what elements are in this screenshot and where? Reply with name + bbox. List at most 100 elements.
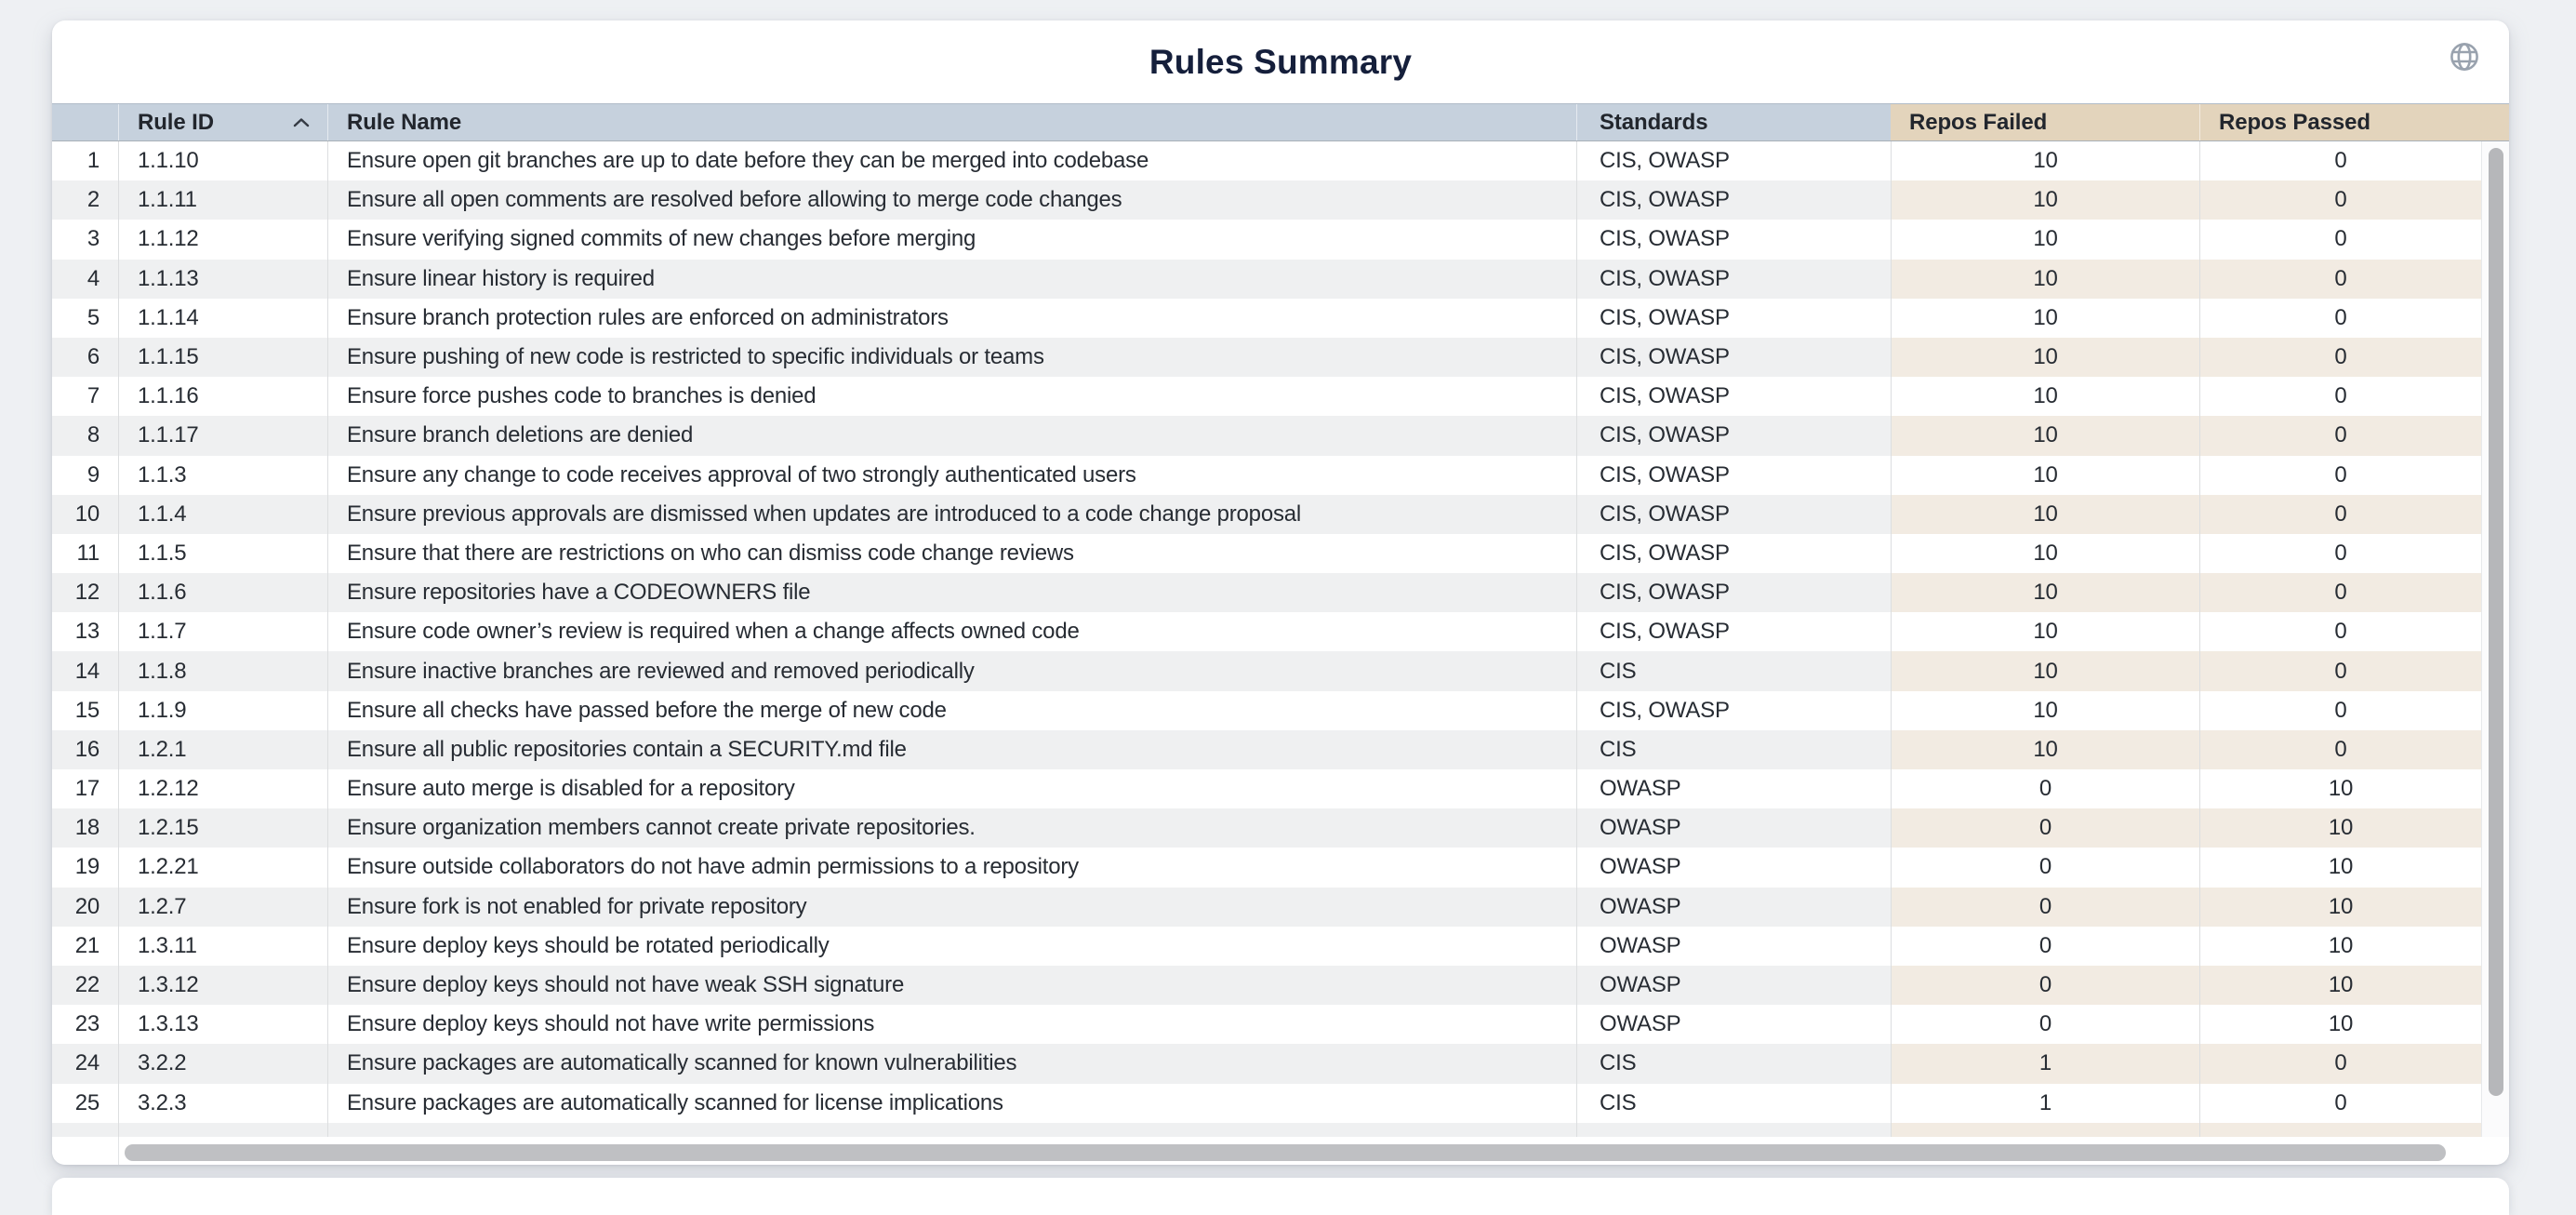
row-index-cell: 5 — [52, 298, 118, 338]
repos-passed-cell: 0 — [2199, 220, 2481, 260]
standards-cell: CIS, OWASP — [1576, 298, 1891, 338]
table-row[interactable]: 7 1.1.16 Ensure force pushes code to bra… — [52, 377, 2509, 417]
table-row[interactable]: 24 3.2.2 Ensure packages are automatical… — [52, 1044, 2509, 1084]
table-header-cell-repos-failed[interactable]: Repos Failed — [1891, 104, 2199, 140]
table-row[interactable]: 3 1.1.12 Ensure verifying signed commits… — [52, 220, 2509, 260]
table-row[interactable]: 12 1.1.6 Ensure repositories have a CODE… — [52, 573, 2509, 613]
vertical-scrollbar-thumb[interactable] — [2489, 148, 2503, 1096]
row-index-cell: 6 — [52, 337, 118, 378]
repos-failed-cell: 0 — [1891, 887, 2199, 927]
rule-id-cell: 1.1.11 — [118, 180, 327, 220]
rule-id-cell: 1.3.11 — [118, 926, 327, 966]
row-index-cell: 2 — [52, 180, 118, 220]
standards-cell: CIS — [1576, 651, 1891, 691]
rule-name-cell: Ensure packages are automatically scanne… — [327, 1083, 1576, 1123]
table-header-cell-rule-name[interactable]: Rule Name — [327, 104, 1576, 140]
rule-id-cell: 3.2.3 — [118, 1083, 327, 1123]
row-index-cell: 17 — [52, 769, 118, 809]
table-row[interactable]: 4 1.1.13 Ensure linear history is requir… — [52, 259, 2509, 299]
table-header-cell-rule-id[interactable]: Rule ID — [118, 104, 327, 140]
rule-name-cell: Ensure deploy keys should be rotated per… — [327, 926, 1576, 966]
table-row[interactable]: 17 1.2.12 Ensure auto merge is disabled … — [52, 769, 2509, 809]
rule-id-cell: 1.2.7 — [118, 887, 327, 927]
standards-cell: OWASP — [1576, 887, 1891, 927]
table-row-partial[interactable] — [52, 1122, 2509, 1137]
table-row[interactable]: 5 1.1.14 Ensure branch protection rules … — [52, 298, 2509, 338]
repos-failed-cell: 10 — [1891, 141, 2199, 181]
table-row[interactable]: 18 1.2.15 Ensure organization members ca… — [52, 808, 2509, 848]
row-index-cell: 18 — [52, 808, 118, 848]
row-index-cell: 25 — [52, 1083, 118, 1123]
table-header-cell-index — [52, 104, 118, 140]
repos-passed-cell: 0 — [2199, 298, 2481, 338]
rule-name-cell: Ensure outside collaborators do not have… — [327, 848, 1576, 888]
rule-name-cell: Ensure any change to code receives appro… — [327, 455, 1576, 495]
repos-passed-cell: 10 — [2199, 769, 2481, 809]
rule-name-cell — [327, 1122, 1576, 1137]
rule-name-cell: Ensure all open comments are resolved be… — [327, 180, 1576, 220]
standards-cell: CIS — [1576, 1083, 1891, 1123]
standards-cell: CIS, OWASP — [1576, 533, 1891, 574]
standards-cell: CIS, OWASP — [1576, 180, 1891, 220]
repos-passed-cell: 0 — [2199, 612, 2481, 652]
rule-name-cell: Ensure fork is not enabled for private r… — [327, 887, 1576, 927]
rule-name-cell: Ensure verifying signed commits of new c… — [327, 220, 1576, 260]
row-index-cell: 19 — [52, 848, 118, 888]
rule-name-cell: Ensure open git branches are up to date … — [327, 141, 1576, 181]
repos-failed-cell: 0 — [1891, 1005, 2199, 1045]
rule-id-cell: 1.2.12 — [118, 769, 327, 809]
repos-failed-cell: 10 — [1891, 651, 2199, 691]
rule-id-cell: 1.1.8 — [118, 651, 327, 691]
standards-cell: CIS — [1576, 1044, 1891, 1084]
table-row[interactable]: 8 1.1.17 Ensure branch deletions are den… — [52, 416, 2509, 456]
table-header-cell-repos-passed[interactable]: Repos Passed — [2199, 104, 2509, 140]
standards-cell: CIS, OWASP — [1576, 220, 1891, 260]
table-row[interactable]: 16 1.2.1 Ensure all public repositories … — [52, 729, 2509, 769]
rule-name-cell: Ensure inactive branches are reviewed an… — [327, 651, 1576, 691]
table-row[interactable]: 13 1.1.7 Ensure code owner’s review is r… — [52, 612, 2509, 652]
rule-id-cell: 3.2.2 — [118, 1044, 327, 1084]
rule-name-cell: Ensure deploy keys should not have write… — [327, 1005, 1576, 1045]
repos-passed-cell: 0 — [2199, 573, 2481, 613]
repos-passed-cell: 0 — [2199, 690, 2481, 730]
table-row[interactable]: 19 1.2.21 Ensure outside collaborators d… — [52, 848, 2509, 888]
repos-failed-cell: 10 — [1891, 573, 2199, 613]
table-header-cell-standards[interactable]: Standards — [1576, 104, 1891, 140]
repos-failed-cell: 10 — [1891, 612, 2199, 652]
repos-failed-cell: 10 — [1891, 729, 2199, 769]
table-row[interactable]: 1 1.1.10 Ensure open git branches are up… — [52, 141, 2509, 181]
table-row[interactable]: 14 1.1.8 Ensure inactive branches are re… — [52, 651, 2509, 691]
table-row[interactable]: 9 1.1.3 Ensure any change to code receiv… — [52, 455, 2509, 495]
table-row[interactable]: 6 1.1.15 Ensure pushing of new code is r… — [52, 337, 2509, 378]
row-index-cell: 15 — [52, 690, 118, 730]
rule-id-cell: 1.1.10 — [118, 141, 327, 181]
rule-id-cell: 1.2.15 — [118, 808, 327, 848]
rule-id-cell: 1.1.15 — [118, 337, 327, 378]
standards-cell: OWASP — [1576, 965, 1891, 1006]
repos-failed-cell: 10 — [1891, 377, 2199, 417]
table-row[interactable]: 11 1.1.5 Ensure that there are restricti… — [52, 533, 2509, 574]
repos-passed-cell: 10 — [2199, 887, 2481, 927]
repos-failed-cell: 10 — [1891, 220, 2199, 260]
rule-id-cell: 1.1.7 — [118, 612, 327, 652]
table-row[interactable]: 25 3.2.3 Ensure packages are automatical… — [52, 1083, 2509, 1123]
table-row[interactable]: 2 1.1.11 Ensure all open comments are re… — [52, 180, 2509, 220]
table-row[interactable]: 22 1.3.12 Ensure deploy keys should not … — [52, 965, 2509, 1006]
table-body: 1 1.1.10 Ensure open git branches are up… — [52, 141, 2509, 1137]
globe-button[interactable] — [2449, 42, 2480, 73]
table-row[interactable]: 23 1.3.13 Ensure deploy keys should not … — [52, 1005, 2509, 1045]
rule-name-cell: Ensure auto merge is disabled for a repo… — [327, 769, 1576, 809]
table-row[interactable]: 20 1.2.7 Ensure fork is not enabled for … — [52, 887, 2509, 927]
horizontal-scrollbar-thumb[interactable] — [125, 1143, 2446, 1161]
table-row[interactable]: 21 1.3.11 Ensure deploy keys should be r… — [52, 926, 2509, 966]
rule-id-cell: 1.1.12 — [118, 220, 327, 260]
table-row[interactable]: 10 1.1.4 Ensure previous approvals are d… — [52, 494, 2509, 534]
table-row[interactable]: 15 1.1.9 Ensure all checks have passed b… — [52, 690, 2509, 730]
row-index-cell: 16 — [52, 729, 118, 769]
standards-cell — [1576, 1122, 1891, 1137]
repos-failed-cell: 1 — [1891, 1083, 2199, 1123]
rule-name-cell: Ensure deploy keys should not have weak … — [327, 965, 1576, 1006]
repos-passed-cell: 0 — [2199, 729, 2481, 769]
standards-cell: CIS, OWASP — [1576, 690, 1891, 730]
rule-id-cell: 1.1.14 — [118, 298, 327, 338]
